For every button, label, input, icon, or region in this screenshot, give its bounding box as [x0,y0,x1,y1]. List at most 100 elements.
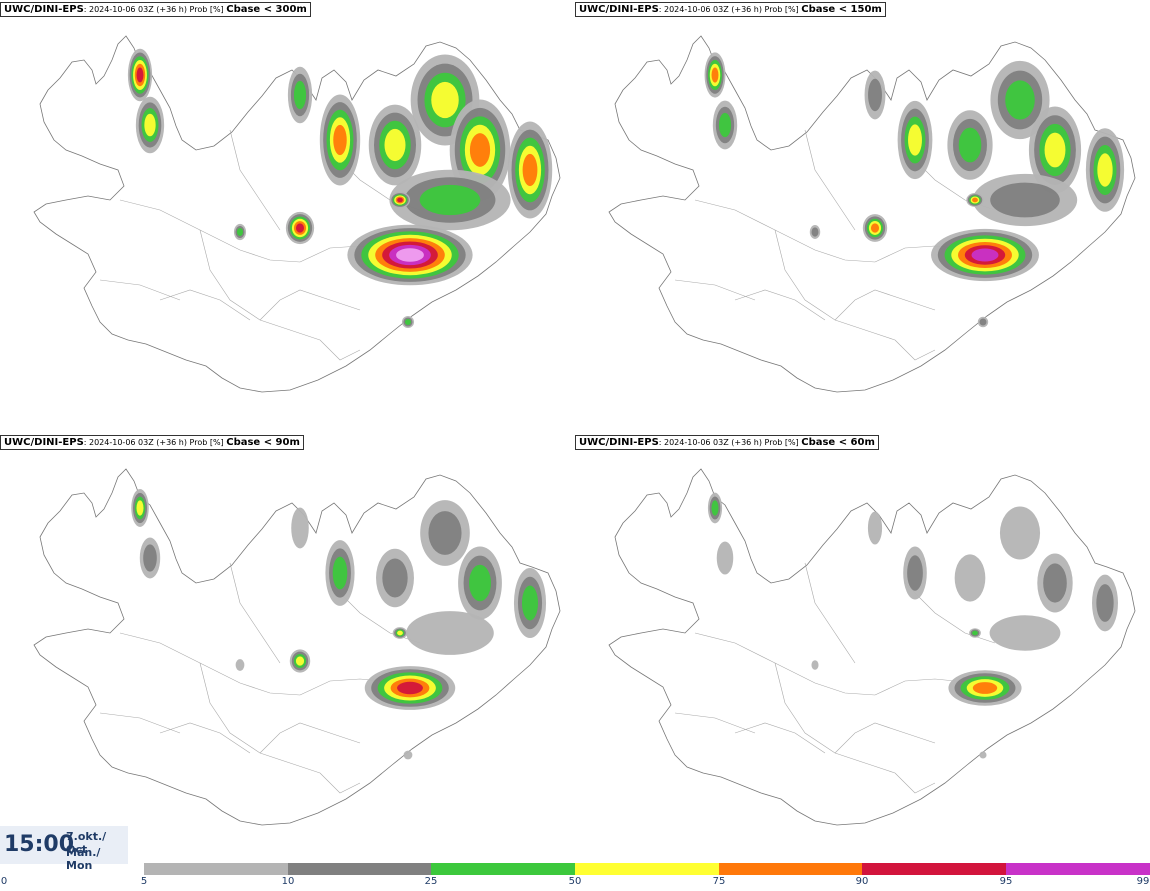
probability-area [522,153,538,187]
threshold-label: Cbase < 300m [226,4,307,15]
colorbar-tick-label: 75 [712,876,726,887]
probability-area [867,511,883,545]
coastline [33,35,561,393]
probability-area [979,318,987,326]
probability-area [397,681,423,695]
probability-area [972,197,978,203]
boundary-line [199,229,321,341]
boundary-line [804,129,856,231]
probability-area [419,184,481,216]
probability-area [404,318,412,326]
coastline [608,468,1136,826]
map-panel-60m: UWC/DINI-EPS: 2024-10-06 03Z (+36 h) Pro… [575,433,1150,866]
probability-area [954,554,986,602]
probability-area [521,585,539,621]
probability-colorbar [144,863,1150,875]
probability-area [291,507,309,549]
probability-area [295,223,305,233]
map-panel-300m: UWC/DINI-EPS: 2024-10-06 03Z (+36 h) Pro… [0,0,575,433]
boundary-line [99,279,181,301]
probability-area [989,615,1061,651]
model-name: UWC/DINI-EPS [579,4,659,15]
boundary-line [159,289,251,321]
boundary-line [674,279,756,301]
threshold-label: Cbase < 60m [801,437,875,448]
iceland-map [33,468,561,826]
boundary-line [259,722,361,754]
probability-area [469,564,491,602]
colorbar-segment [144,863,288,875]
threshold-label: Cbase < 90m [226,437,300,448]
boundary-line [119,632,301,696]
probability-area [958,127,982,163]
probability-area [136,67,144,83]
colorbar-tick-label: 99 [1136,876,1150,887]
valid-time-clock: 15:00 [4,832,75,857]
probability-area [1097,153,1113,187]
probability-area [295,656,305,666]
threshold-label: Cbase < 150m [801,4,882,15]
map-panel-150m: UWC/DINI-EPS: 2024-10-06 03Z (+36 h) Pro… [575,0,1150,433]
boundary-line [894,772,936,794]
colorbar-segment [1006,863,1150,875]
coastline [33,468,561,826]
probability-area [428,511,462,555]
boundary-line [734,722,826,754]
boundary-line [319,339,361,361]
iceland-map [33,35,561,393]
run-info: : 2024-10-06 03Z (+36 h) Prob [%] [658,5,802,14]
boundary-line [894,339,936,361]
probability-area [716,541,734,575]
probability-area [908,124,922,156]
probability-area [1044,132,1066,168]
boundary-line [259,289,361,321]
probability-area [469,133,491,167]
panel-title: UWC/DINI-EPS: 2024-10-06 03Z (+36 h) Pro… [575,2,886,17]
probability-area [431,81,459,119]
boundary-line [119,199,301,263]
colorbar-tick-label: 10 [281,876,295,887]
panel-title: UWC/DINI-EPS: 2024-10-06 03Z (+36 h) Pro… [0,435,304,450]
boundary-line [229,129,281,231]
colorbar-segment [431,863,575,875]
probability-area [384,128,406,162]
probability-area [403,750,413,760]
probability-area [711,500,719,516]
probability-area [293,80,307,110]
colorbar-tick-label: 95 [999,876,1013,887]
probability-area [1005,80,1035,120]
iceland-map [608,468,1136,826]
model-name: UWC/DINI-EPS [579,437,659,448]
boundary-line [774,229,896,341]
probability-area [811,227,819,237]
probability-area [406,611,494,655]
boundary-line [774,662,896,774]
colorbar-tick-label: 25 [424,876,438,887]
colorbar-tick-label: 5 [140,876,148,887]
probability-area [332,556,348,590]
run-info: : 2024-10-06 03Z (+36 h) Prob [%] [658,438,802,447]
probability-area [236,227,244,237]
boundary-line [694,632,876,696]
boundary-line [319,772,361,794]
boundary-line [904,582,996,644]
probability-area [1096,584,1114,622]
probability-area [1043,563,1067,603]
probability-area [990,182,1060,218]
probability-area [143,544,157,572]
probability-area [711,67,719,83]
probability-area [235,659,245,671]
boundary-line [159,722,251,754]
probability-area [136,500,144,516]
probability-area [811,660,819,670]
coastline [608,35,1136,393]
probability-area [971,248,999,262]
colorbar-tick-label: 90 [855,876,869,887]
run-info: : 2024-10-06 03Z (+36 h) Prob [%] [83,438,227,447]
colorbar-segment [288,863,431,875]
boundary-line [229,562,281,664]
probability-area [333,124,347,156]
probability-area [144,113,156,137]
probability-area [718,112,732,138]
probability-area [397,630,403,636]
